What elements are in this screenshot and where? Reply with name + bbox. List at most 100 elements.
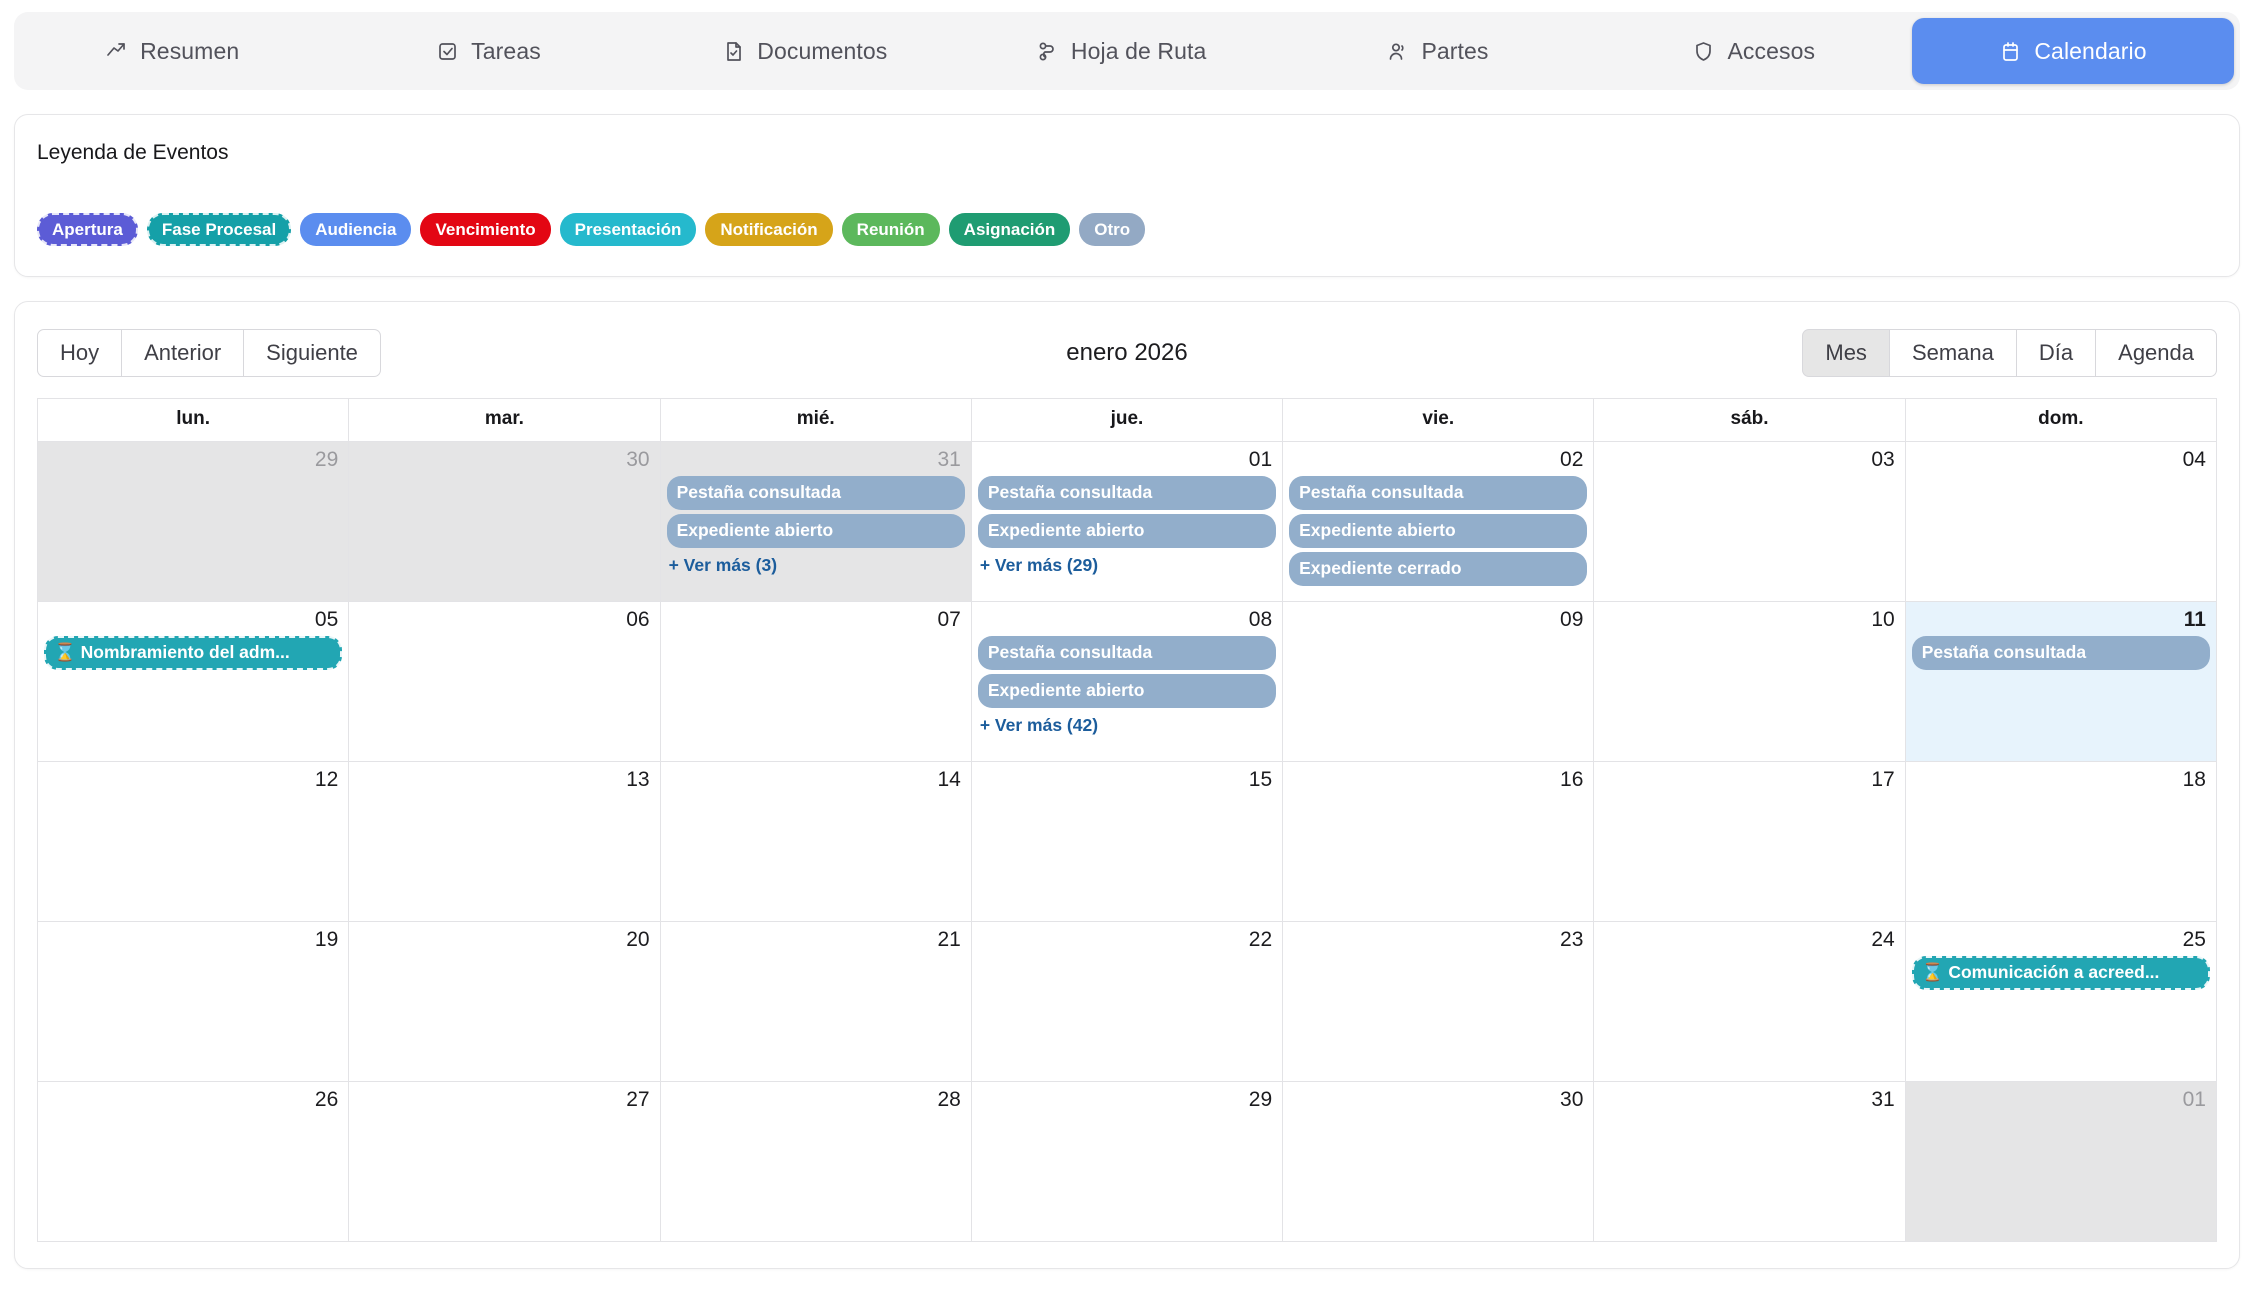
tab-hoja-de-ruta[interactable]: Hoja de Ruta <box>963 12 1279 90</box>
tab-calendario[interactable]: Calendario <box>1911 18 2234 84</box>
day-cell[interactable]: 10 <box>1594 602 1906 762</box>
calendar-event[interactable]: ⌛ Nombramiento del adm... <box>44 636 343 670</box>
day-cell[interactable]: 14 <box>660 762 972 922</box>
calendar-event[interactable]: Expediente abierto <box>1289 513 1588 548</box>
show-more-events-link[interactable]: + Ver más (29) <box>979 554 1099 575</box>
calendar-event-title: Pestaña consultada <box>987 642 1153 663</box>
day-cell[interactable]: 01 <box>1905 1082 2217 1242</box>
day-number: 12 <box>314 768 339 791</box>
tab-tareas[interactable]: Tareas <box>330 12 646 90</box>
day-number: 17 <box>1871 768 1895 791</box>
trending-up-icon <box>105 40 128 63</box>
legend-badge-apertura[interactable]: Apertura <box>37 213 138 246</box>
calendar-event[interactable]: ⌛ Comunicación a acreed... <box>1911 956 2210 990</box>
day-number: 05 <box>314 608 339 631</box>
hourglass-icon: ⌛ <box>1921 962 1944 983</box>
day-cell[interactable]: 19 <box>38 922 350 1082</box>
day-cell[interactable]: 20 <box>349 922 661 1082</box>
calendar-view-da[interactable]: Día <box>2016 329 2097 377</box>
calendar-view-mes[interactable]: Mes <box>1802 329 1890 377</box>
day-cell[interactable]: 27 <box>349 1082 661 1242</box>
legend-badge-notificación[interactable]: Notificación <box>705 213 833 246</box>
calendar-event[interactable]: Expediente cerrado <box>1289 551 1588 586</box>
tab-partes[interactable]: Partes <box>1279 12 1595 90</box>
weekday-header-4: vie. <box>1283 399 1595 442</box>
main-tab-bar: Resumen Tareas Documentos Hoja de Ruta Parte… <box>14 12 2240 90</box>
day-cell[interactable]: 22 <box>971 922 1284 1082</box>
calendar-view-agenda[interactable]: Agenda <box>2096 329 2217 377</box>
day-cell[interactable]: 31 <box>1594 1082 1906 1242</box>
legend-badge-presentación[interactable]: Presentación <box>559 213 697 246</box>
day-cell[interactable]: 17 <box>1594 762 1906 922</box>
legend-badge-asignación[interactable]: Asignación <box>948 213 1071 246</box>
day-cell[interactable]: 04 <box>1905 442 2217 602</box>
day-number: 22 <box>1248 928 1273 951</box>
day-cell[interactable]: 03 <box>1594 442 1906 602</box>
calendar-week-row: 26 27 28 29 30 31 01 <box>38 1082 2217 1242</box>
calendar-event[interactable]: Pestaña consultada <box>666 476 965 510</box>
day-cell[interactable]: 09 <box>1283 602 1595 762</box>
day-cell[interactable]: 06 <box>349 602 661 762</box>
calendar-event[interactable]: Pestaña consultada <box>977 476 1277 510</box>
tab-resumen[interactable]: Resumen <box>14 12 330 90</box>
day-cell[interactable]: 31 Pestaña consultada Expediente abierto + … <box>660 442 972 602</box>
day-cell[interactable]: 29 <box>38 442 350 602</box>
legend-badge-reunión[interactable]: Reunión <box>841 213 940 246</box>
legend-badge-fase-procesal[interactable]: Fase Procesal <box>146 213 292 246</box>
day-cell[interactable]: 05 ⌛ Nombramiento del adm... <box>38 602 350 762</box>
day-number: 31 <box>1871 1088 1895 1111</box>
tab-documentos[interactable]: Documentos <box>647 12 963 90</box>
day-number: 26 <box>314 1088 339 1111</box>
calendar-event[interactable]: Pestaña consultada <box>977 636 1277 670</box>
day-cell[interactable]: 28 <box>660 1082 972 1242</box>
day-number: 19 <box>314 928 339 951</box>
day-cell[interactable]: 02 Pestaña consultada Expediente abierto Ex… <box>1283 442 1595 602</box>
day-cell[interactable]: 25 ⌛ Comunicación a acreed... <box>1905 922 2217 1082</box>
legend-badge-otro[interactable]: Otro <box>1079 213 1146 246</box>
day-cell[interactable]: 18 <box>1905 762 2217 922</box>
day-cell[interactable]: 08 Pestaña consultada Expediente abierto + … <box>971 602 1284 762</box>
day-cell[interactable]: 30 <box>1283 1082 1595 1242</box>
day-number: 10 <box>1871 608 1895 631</box>
day-cell[interactable]: 01 Pestaña consultada Expediente abierto + … <box>971 442 1284 602</box>
day-cell[interactable]: 07 <box>660 602 972 762</box>
tab-accesos[interactable]: Accesos <box>1596 12 1912 90</box>
calendar-nav-anterior[interactable]: Anterior <box>122 329 245 377</box>
legend-badge-audiencia[interactable]: Audiencia <box>300 213 412 246</box>
legend-badge-vencimiento[interactable]: Vencimiento <box>420 213 551 246</box>
day-cell[interactable]: 13 <box>349 762 661 922</box>
calendar-event-title: Pestaña consultada <box>676 482 841 503</box>
calendar-view-semana[interactable]: Semana <box>1889 329 2017 377</box>
day-cell[interactable]: 23 <box>1283 922 1595 1082</box>
calendar-weeks: 29 30 31 Pestaña consultada Expediente abier… <box>38 442 2217 1242</box>
calendar-event[interactable]: Expediente abierto <box>666 513 965 548</box>
weekday-header-6: dom. <box>1905 399 2217 442</box>
day-cell[interactable]: 24 <box>1594 922 1906 1082</box>
show-more-events-link[interactable]: + Ver más (42) <box>979 714 1099 735</box>
calendar-event[interactable]: Expediente abierto <box>977 673 1277 708</box>
day-cell[interactable]: 12 <box>38 762 350 922</box>
day-cell[interactable]: 26 <box>38 1082 350 1242</box>
calendar-event[interactable]: Pestaña consultada <box>1911 636 2210 670</box>
calendar-event[interactable]: Pestaña consultada <box>1289 476 1588 510</box>
users-icon <box>1386 40 1409 63</box>
calendar-week-row: 12 13 14 15 16 17 18 <box>38 762 2217 922</box>
day-cell[interactable]: 21 <box>660 922 972 1082</box>
day-number: 14 <box>937 768 961 791</box>
calendar-nav-hoy[interactable]: Hoy <box>37 329 123 377</box>
day-cell[interactable]: 16 <box>1283 762 1595 922</box>
calendar-nav-siguiente[interactable]: Siguiente <box>244 329 381 377</box>
tab-label: Partes <box>1421 37 1489 64</box>
legend-section: Leyenda de Eventos Apertura Fase Procesal… <box>15 115 2239 276</box>
calendar-event[interactable]: Expediente abierto <box>977 513 1277 548</box>
day-cell[interactable]: 29 <box>971 1082 1284 1242</box>
calendar-event-title: Expediente abierto <box>1299 519 1456 540</box>
day-cell[interactable]: 30 <box>349 442 661 602</box>
day-number: 01 <box>1248 448 1273 471</box>
day-cell[interactable]: 15 <box>971 762 1284 922</box>
calendar-weekday-header: lun. mar. mié. jue. vie. sáb. dom. <box>38 399 2217 442</box>
day-cell[interactable]: 11 Pestaña consultada <box>1905 602 2217 762</box>
show-more-events-link[interactable]: + Ver más (3) <box>668 554 778 575</box>
legend-badge-row: Apertura Fase Procesal Audiencia Vencimient… <box>37 213 2217 246</box>
calendar-week-row: 19 20 21 22 23 24 25 ⌛ Comunicación a acreed... <box>38 922 2217 1082</box>
